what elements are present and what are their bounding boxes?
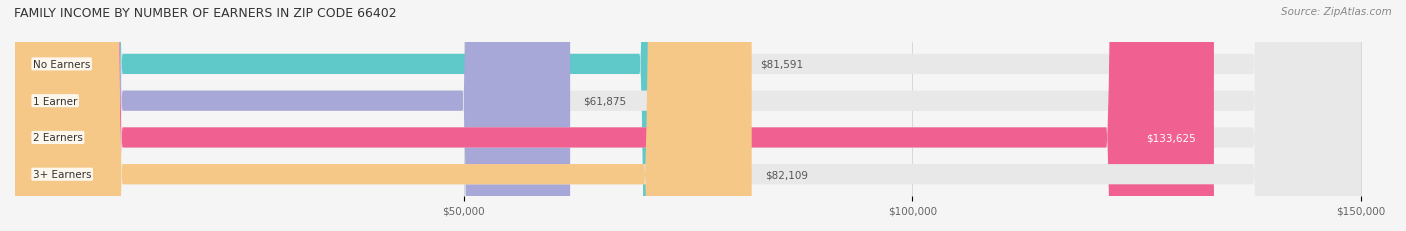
FancyBboxPatch shape xyxy=(15,0,1361,231)
Text: 3+ Earners: 3+ Earners xyxy=(32,170,91,179)
Text: $61,875: $61,875 xyxy=(583,96,627,106)
FancyBboxPatch shape xyxy=(15,0,1361,231)
Text: $81,591: $81,591 xyxy=(761,60,804,70)
Text: $133,625: $133,625 xyxy=(1146,133,1197,143)
Text: No Earners: No Earners xyxy=(32,60,90,70)
Text: FAMILY INCOME BY NUMBER OF EARNERS IN ZIP CODE 66402: FAMILY INCOME BY NUMBER OF EARNERS IN ZI… xyxy=(14,7,396,20)
FancyBboxPatch shape xyxy=(15,0,571,231)
FancyBboxPatch shape xyxy=(15,0,1213,231)
Text: 1 Earner: 1 Earner xyxy=(32,96,77,106)
Text: 2 Earners: 2 Earners xyxy=(32,133,83,143)
FancyBboxPatch shape xyxy=(15,0,747,231)
FancyBboxPatch shape xyxy=(15,0,1361,231)
Text: Source: ZipAtlas.com: Source: ZipAtlas.com xyxy=(1281,7,1392,17)
FancyBboxPatch shape xyxy=(15,0,1361,231)
Text: $82,109: $82,109 xyxy=(765,170,808,179)
FancyBboxPatch shape xyxy=(15,0,752,231)
